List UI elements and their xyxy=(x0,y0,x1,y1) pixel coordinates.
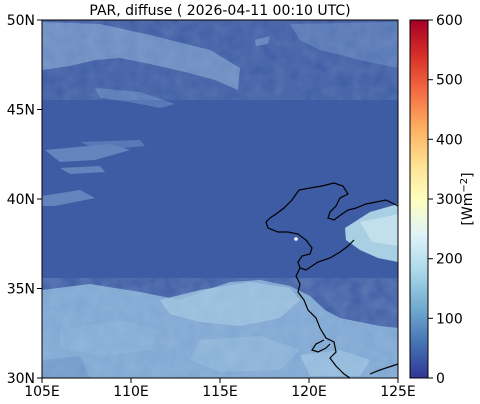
x-tick-labels: 105E 110E 115E 120E 125E xyxy=(24,384,416,400)
x-tick-label: 115E xyxy=(202,384,238,400)
map-title: PAR, diffuse ( 2026-04-11 00:10 UTC) xyxy=(89,3,350,19)
x-tick-label: 110E xyxy=(113,384,149,400)
coastline xyxy=(298,182,398,221)
colorbar-tick-label: 100 xyxy=(436,311,463,327)
y-tick-labels: 30N 35N 40N 45N 50N xyxy=(7,13,35,387)
colorbar-tick-label: 600 xyxy=(436,13,463,29)
island-marker xyxy=(294,237,298,241)
cloud-patches-mid xyxy=(42,140,145,206)
x-tick-label: 105E xyxy=(24,384,60,400)
colorbar-label: [Wm−2] xyxy=(459,172,476,225)
colorbar-tick-label: 300 xyxy=(436,192,463,208)
x-axis xyxy=(41,378,399,383)
y-tick-label: 40N xyxy=(7,192,35,208)
y-tick-label: 30N xyxy=(7,371,35,387)
colorbar-gradient xyxy=(409,19,429,379)
map-panel xyxy=(42,20,398,378)
y-tick-label: 35N xyxy=(7,282,35,298)
colorbar: 0 100 200 300 400 500 600 [Wm−2] xyxy=(409,13,476,387)
colorbar-tick-label: 0 xyxy=(436,371,445,387)
cloud-noise-south xyxy=(42,278,398,378)
cloud-noise-north xyxy=(42,20,398,100)
cloud-patch-east xyxy=(345,204,398,262)
colorbar-tick-label: 500 xyxy=(436,73,463,89)
x-tick-label: 120E xyxy=(291,384,327,400)
x-tick-label: 125E xyxy=(380,384,416,400)
y-tick-label: 45N xyxy=(7,103,35,119)
colorbar-tick-label: 200 xyxy=(436,252,463,268)
y-axis xyxy=(37,19,42,379)
y-tick-label: 50N xyxy=(7,13,35,29)
colorbar-tick-label: 400 xyxy=(436,132,463,148)
